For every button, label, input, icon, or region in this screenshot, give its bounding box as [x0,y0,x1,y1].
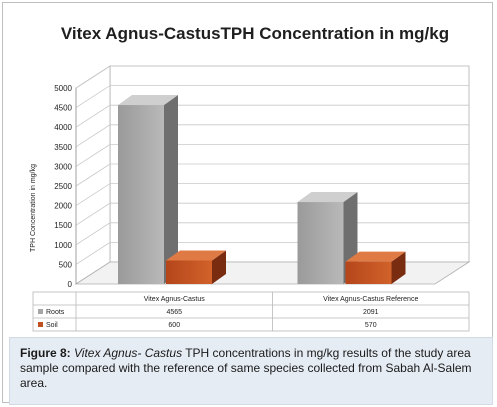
y-tick-label: 2000 [54,202,72,211]
bar-roots [118,105,164,284]
data-label: 4565 [166,309,182,316]
bar-side [212,250,226,284]
bar-soil [166,260,212,284]
legend-label: Soil [46,322,58,329]
y-tick-label: 3500 [54,143,72,152]
y-tick-label: 0 [68,280,73,289]
gridline [75,65,469,89]
gridline [75,104,469,128]
gridline [75,85,469,108]
y-tick-label: 2500 [54,182,72,191]
gridline [75,124,469,148]
y-tick-label: 4000 [54,123,72,132]
table-border [32,291,470,332]
bar-top [297,192,358,203]
bar-soil [345,261,392,284]
caption-text: TPH concentrations in mg/kg results of t… [20,346,472,390]
bar-top [118,95,178,106]
data-label: 570 [365,322,377,329]
y-tick-label: 3000 [54,162,72,171]
data-label: 600 [168,322,180,329]
y-tick-label: 1000 [54,241,72,250]
x-category-label: Vitex Agnus-Castus [144,296,205,303]
y-tick-label: 4500 [54,104,72,113]
bar-roots [297,202,344,284]
bar-top [166,250,226,261]
y-tick-label: 5000 [54,84,72,93]
figure-frame: Vitex Agnus-Castus TPH Concentration in m… [2,2,493,405]
y-axis-label: TPH Concentration in mg/kg [30,164,37,252]
chart: Vitex Agnus-Castus TPH Concentration in m… [30,24,471,332]
gridline [75,143,469,167]
caption-species: Vitex Agnus- Castus [74,346,183,360]
chart-title: Vitex Agnus-CastusTPH Concentration in m… [61,24,449,43]
gridline [75,163,469,187]
bar-top [345,251,406,262]
y-tick-label: 500 [59,260,73,269]
bar-side [164,95,178,284]
gridline [75,183,469,206]
legend-swatch [38,322,43,327]
x-category-label: Vitex Agnus-Castus Reference [323,296,418,303]
caption-figure-label: Figure 8: [20,346,71,360]
figure-caption: Figure 8: Vitex Agnus- Castus TPH concen… [9,337,493,405]
plot-area: 0 500 1000 1500 2000 2500 3000 3500 4000 4500 5000 [54,65,471,289]
legend-swatch [38,309,43,314]
y-tick-label: 1500 [54,221,72,230]
bar-side [391,251,406,284]
legend-label: Roots [46,309,65,316]
data-table: Vitex Agnus-Castus Vitex Agnus-Castus Ref… [32,291,470,332]
data-label: 2091 [363,309,379,316]
